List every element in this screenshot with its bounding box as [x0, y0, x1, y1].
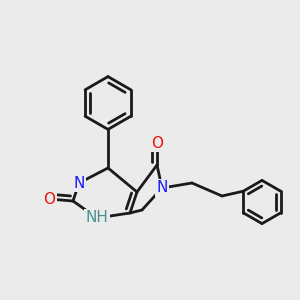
Text: N: N	[73, 176, 85, 190]
Text: N: N	[156, 181, 168, 196]
Text: O: O	[151, 136, 163, 151]
Text: O: O	[43, 191, 55, 206]
Text: NH: NH	[85, 211, 108, 226]
